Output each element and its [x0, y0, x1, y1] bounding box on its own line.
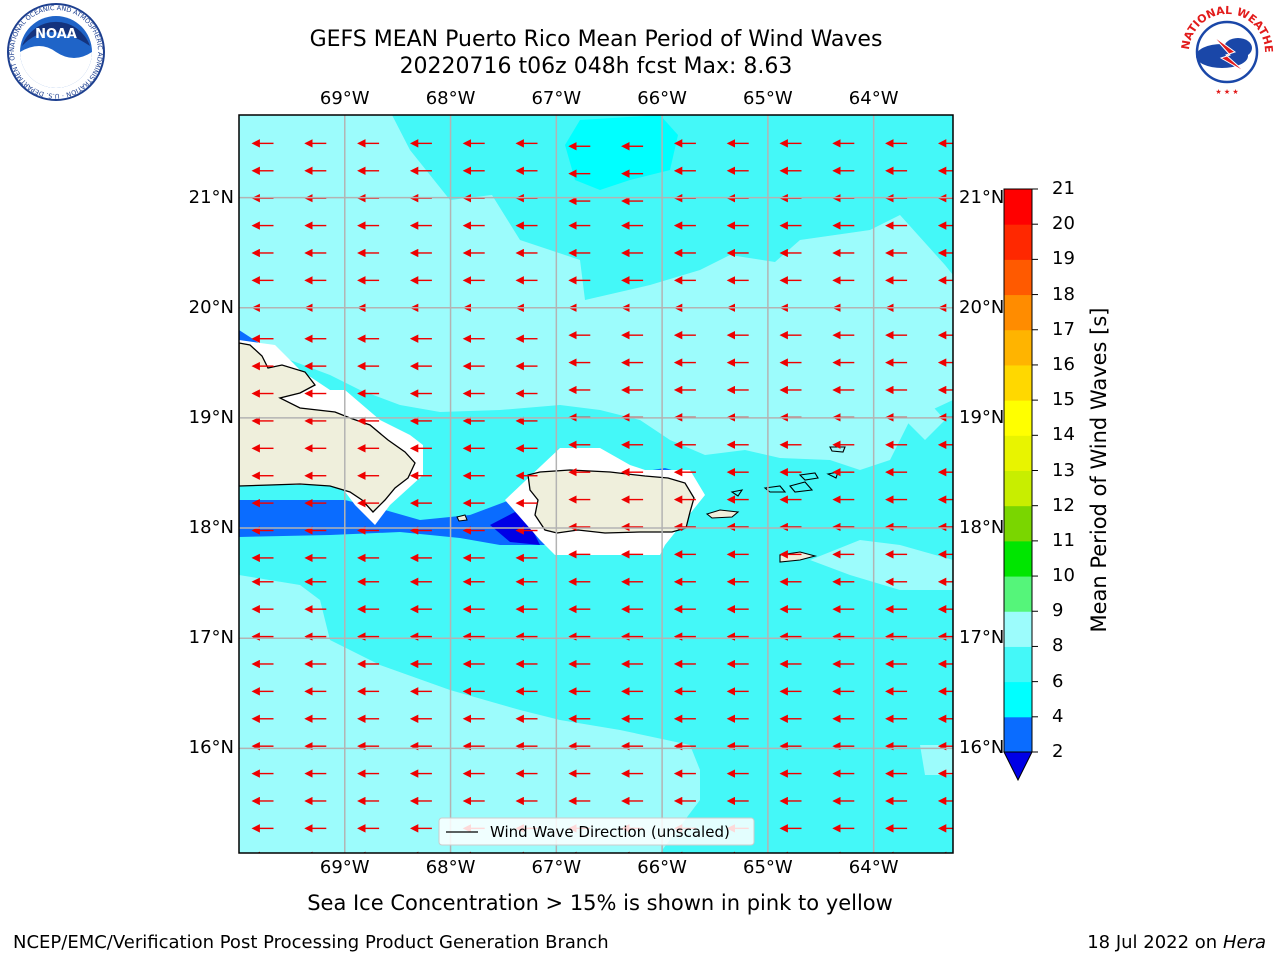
colorbar-tick-label: 11 [1052, 529, 1075, 551]
graticule [239, 115, 953, 853]
colorbar-swatch [1004, 294, 1032, 331]
colorbar-swatch [1004, 681, 1032, 718]
noaa-logo-sky [22, 21, 90, 46]
colorbar-tick-label: 2 [1052, 741, 1064, 762]
map-frame [238, 114, 954, 854]
colorbar-swatch [1004, 400, 1032, 436]
colorbar: Mean Period of Wind Waves [s] [1003, 188, 1111, 782]
map-panel: Wind Wave Direction (unscaled) [238, 114, 954, 854]
lat-label-left: 20°N [188, 296, 234, 318]
lon-label-bottom: 67°W [531, 857, 582, 878]
colorbar-swatch [1004, 435, 1032, 471]
arrow-legend: Wind Wave Direction (unscaled) [438, 817, 755, 846]
land-hispaniola [239, 342, 416, 513]
colorbar-tick-label: 15 [1052, 389, 1075, 411]
colorbar-swatch [1004, 505, 1032, 542]
footer-date-text: 18 Jul 2022 on [1087, 932, 1223, 953]
lat-label-right: 17°N [959, 627, 1005, 649]
colorbar-tick-label: 10 [1052, 565, 1075, 587]
colorbar-swatch [1004, 259, 1032, 296]
chart-subtitle: 20220716 t06z 048h fcst Max: 8.63 [399, 54, 793, 79]
colorbar-tick-label: 13 [1052, 459, 1075, 481]
colorbar-tick-label: 18 [1052, 283, 1075, 305]
lon-label-bottom: 65°W [743, 857, 793, 878]
colorbar-ticks [1032, 188, 1038, 753]
colorbar-tick-label: 6 [1052, 670, 1064, 692]
legend-label: Wind Wave Direction (unscaled) [490, 823, 730, 841]
sea-ice-note: Sea Ice Concentration > 15% is shown in … [307, 891, 893, 915]
chart-title: GEFS MEAN Puerto Rico Mean Period of Win… [309, 27, 883, 52]
lon-label-bottom: 64°W [848, 857, 899, 878]
lat-label-right: 20°N [959, 296, 1005, 318]
lat-label-right: 21°N [959, 186, 1005, 208]
colorbar-swatch [1004, 716, 1032, 753]
contour-light-south [239, 575, 700, 853]
contour-light-se-corner [920, 745, 953, 775]
lat-label-left: 21°N [188, 186, 234, 208]
colorbar-tick-label: 12 [1052, 494, 1075, 516]
lat-label-right: 16°N [959, 737, 1005, 759]
nws-star-icon: ★ ★ ★ [1215, 88, 1238, 96]
colorbar-label: Mean Period of Wind Waves [s] [1087, 308, 1111, 633]
footer-branch: NCEP/EMC/Verification Post Processing Pr… [13, 932, 609, 953]
lon-label-bottom: 69°W [319, 857, 370, 878]
colorbar-swatch [1004, 646, 1032, 683]
lon-label-top: 69°W [319, 88, 370, 109]
lon-label-bottom: 66°W [637, 857, 687, 878]
colorbar-swatches [1004, 189, 1032, 753]
noaa-logo-wave [20, 46, 92, 88]
colorbar-swatch [1004, 470, 1032, 507]
colorbar-swatch [1004, 329, 1032, 366]
contour-ne-patch [905, 398, 945, 440]
contour-layer [239, 115, 953, 853]
land-virgin-islands [730, 446, 846, 497]
colorbar-tick-label: 4 [1052, 705, 1064, 727]
colorbar-tick-label: 8 [1052, 635, 1064, 657]
colorbar-tick-label: 14 [1052, 424, 1075, 446]
lon-label-bottom: 68°W [425, 857, 476, 878]
lat-label-left: 18°N [188, 517, 234, 539]
colorbar-swatch [1004, 611, 1032, 647]
lat-label-right: 18°N [959, 517, 1005, 539]
footer-date: 18 Jul 2022 on Hera [1087, 932, 1266, 953]
colorbar-tick-label: 17 [1052, 318, 1075, 340]
colorbar-swatch [1004, 189, 1032, 225]
lat-label-left: 19°N [188, 406, 234, 428]
colorbar-tick-label: 16 [1052, 353, 1075, 375]
nws-ring-text: NATIONAL WEATHER SERVICE [0, 0, 1275, 53]
nws-lightning-icon [1212, 35, 1246, 73]
lat-label-left: 16°N [188, 737, 234, 759]
lon-label-top: 67°W [531, 88, 582, 109]
land-mona [456, 514, 468, 522]
lon-label-top: 64°W [848, 88, 899, 109]
noaa-logo: NATIONAL OCEANIC AND ATMOSPHERIC ADMINIS… [0, 0, 105, 101]
colorbar-tick-label: 21 [1052, 178, 1075, 199]
lon-label-top: 65°W [743, 88, 793, 109]
legend-box [438, 817, 755, 846]
contour-light-southeast [810, 540, 953, 590]
colorbar-swatch [1004, 224, 1032, 260]
colorbar-swatch [1004, 364, 1032, 401]
noaa-logo-text: NOAA [35, 27, 77, 42]
contour-light-north [239, 115, 953, 470]
colorbar-underflow-triangle [1003, 751, 1033, 782]
colorbar-tick-label: 19 [1052, 248, 1075, 270]
footer-machine: Hera [1222, 932, 1266, 953]
lat-label-right: 19°N [959, 406, 1005, 428]
colorbar-swatch [1004, 540, 1032, 577]
colorbar-tick-label: 9 [1052, 600, 1064, 622]
lat-label-left: 17°N [188, 627, 234, 649]
colorbar-tick-label: 20 [1052, 213, 1075, 235]
contour-dark-north [565, 115, 678, 190]
lon-label-top: 68°W [425, 88, 476, 109]
land-puerto-rico [527, 469, 695, 534]
land-vieques [705, 509, 740, 519]
colorbar-swatch [1004, 576, 1032, 612]
nws-logo: NATIONAL WEATHER SERVICE ★ ★ ★ [0, 0, 1275, 96]
lon-label-top: 66°W [637, 88, 687, 109]
